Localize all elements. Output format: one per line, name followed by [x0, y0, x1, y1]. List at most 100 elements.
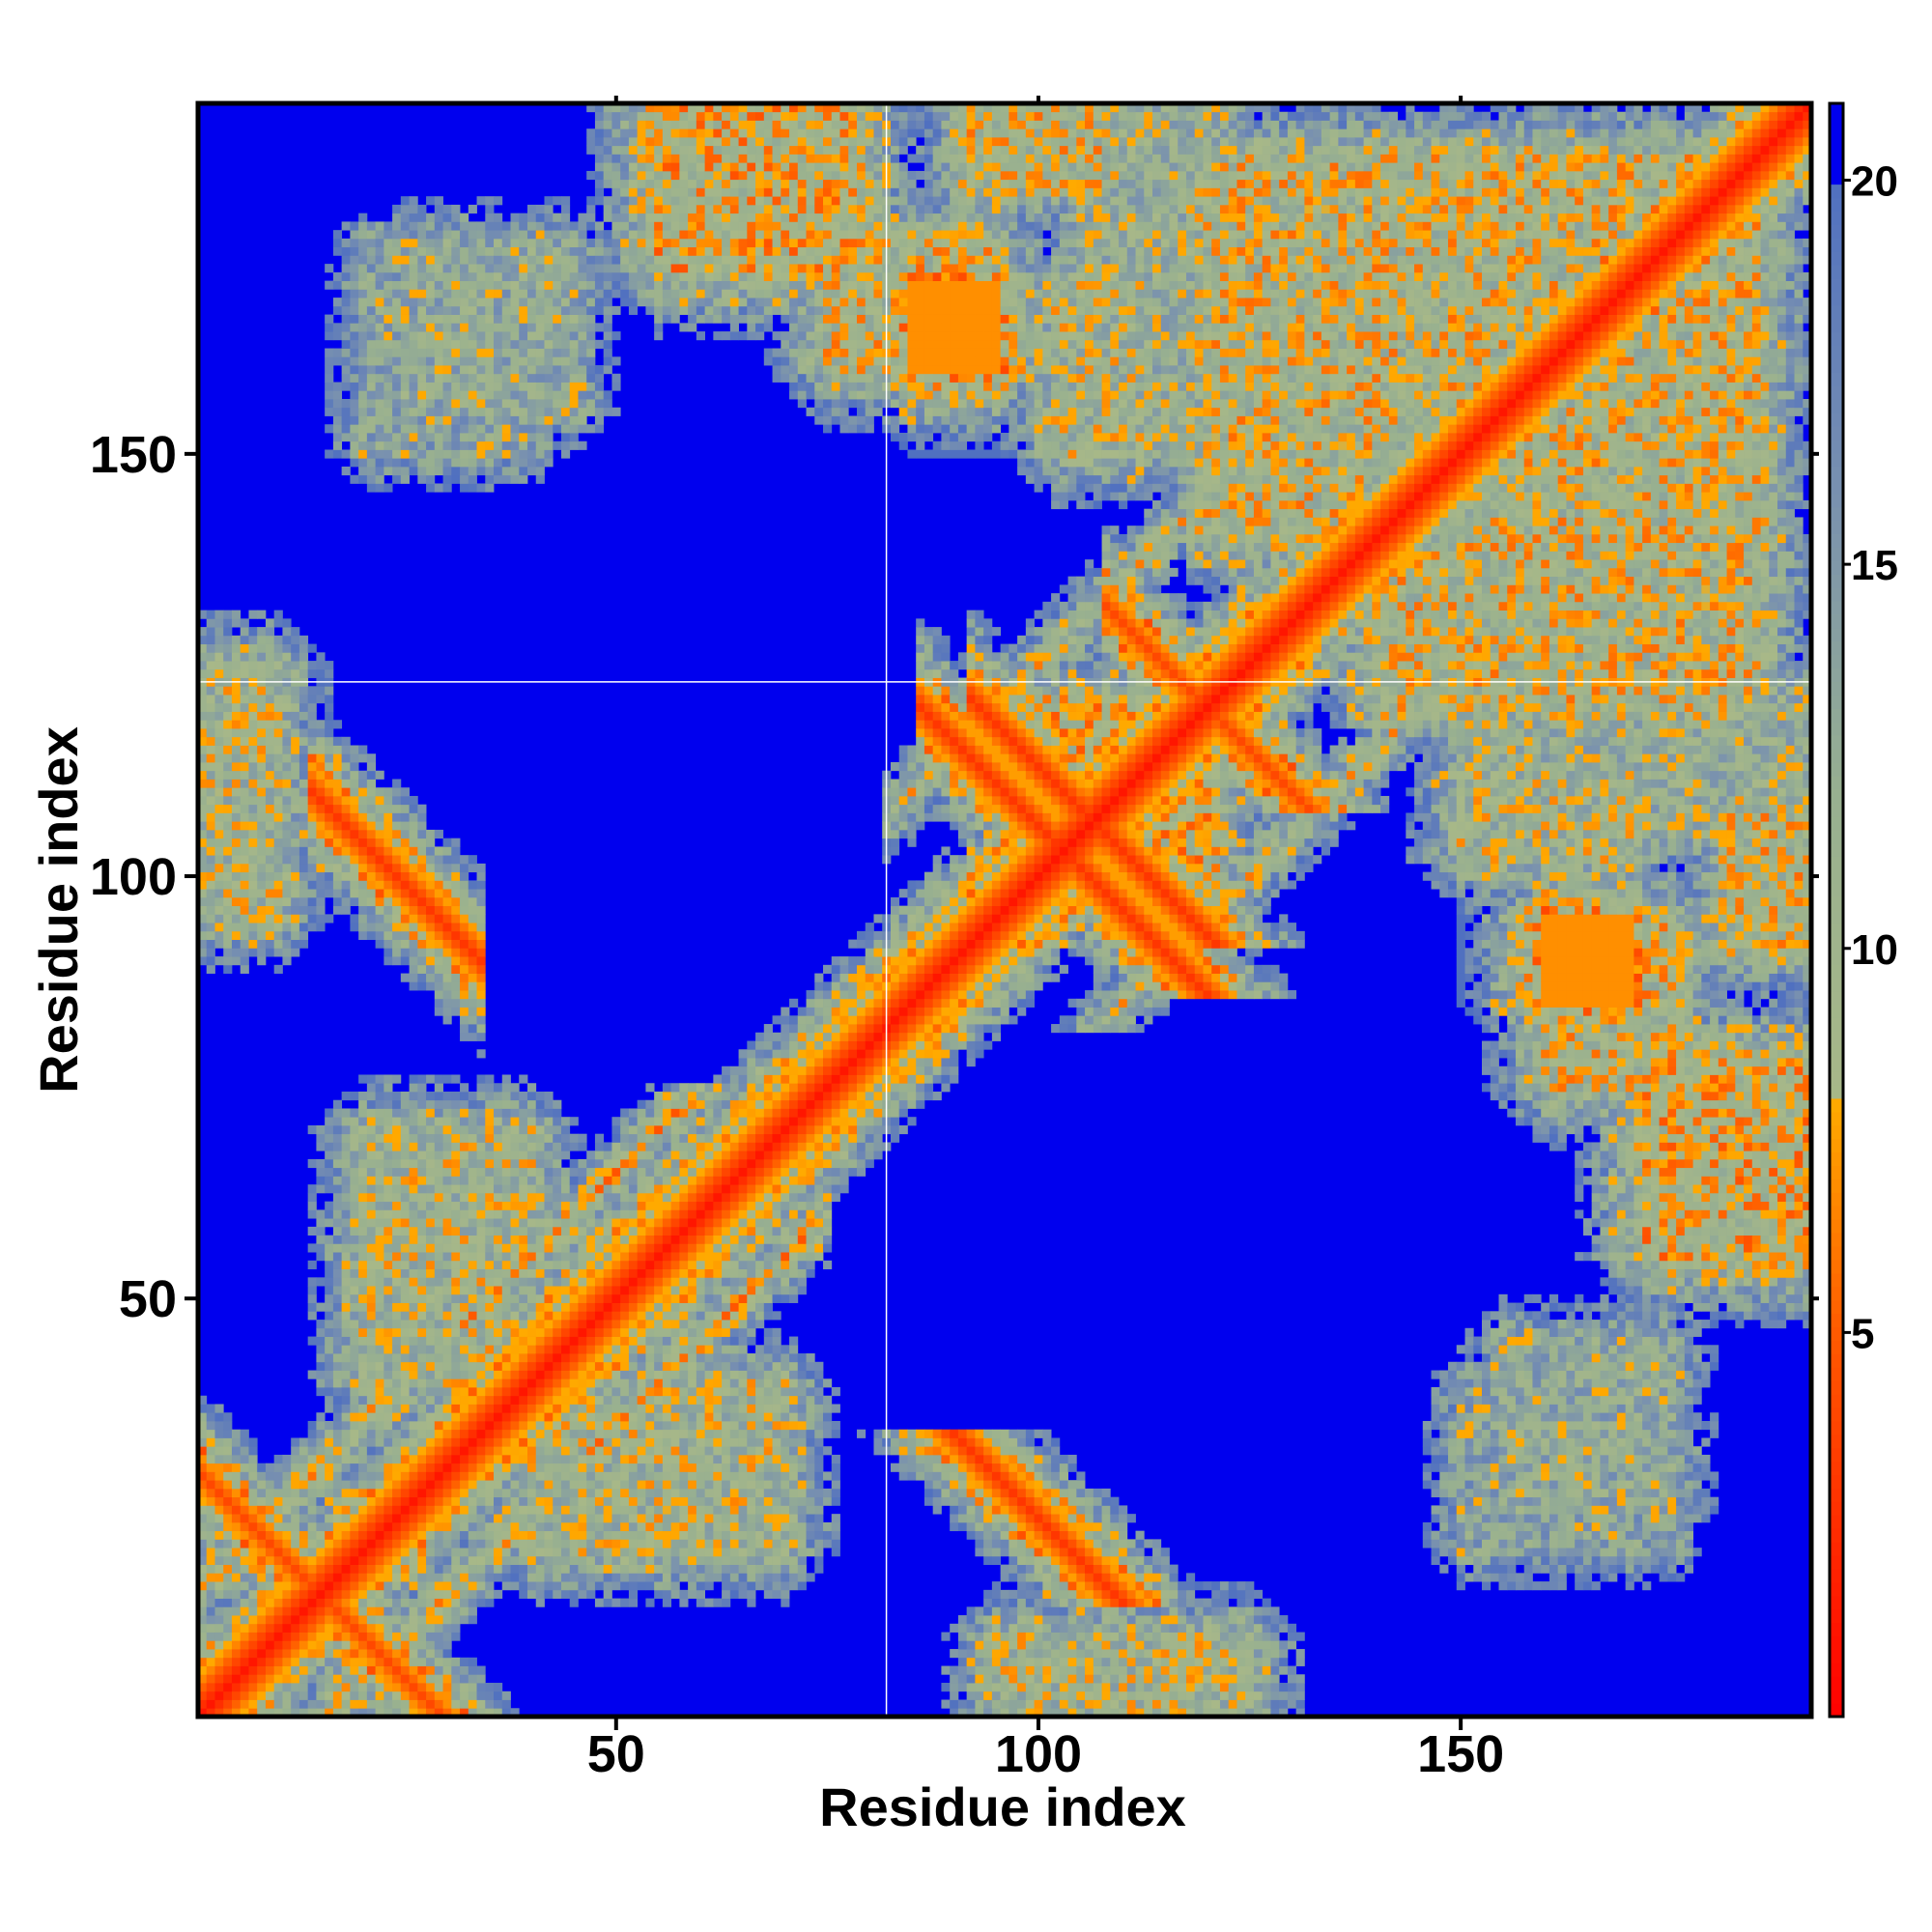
heatmap-cell — [367, 1337, 376, 1346]
heatmap-cell — [604, 1480, 612, 1489]
heatmap-cell — [342, 897, 351, 906]
heatmap-cell — [214, 1590, 223, 1599]
heatmap-cell — [299, 812, 308, 821]
heatmap-cell — [527, 1294, 536, 1303]
heatmap-cell — [536, 315, 545, 324]
heatmap-cell — [443, 1227, 452, 1236]
heatmap-cell — [401, 1412, 410, 1421]
heatmap-cell — [451, 1700, 460, 1709]
heatmap-cell — [248, 1700, 257, 1709]
heatmap-cell — [384, 1328, 392, 1337]
heatmap-cell — [376, 281, 384, 290]
heatmap-cell — [308, 1294, 317, 1303]
heatmap-cell — [611, 1421, 620, 1430]
heatmap-cell — [333, 1227, 342, 1236]
heatmap-cell — [586, 1430, 595, 1438]
heatmap-cell — [451, 356, 460, 365]
heatmap-cell — [527, 230, 536, 239]
heatmap-cell — [426, 467, 435, 475]
heatmap-cell — [223, 1606, 232, 1615]
heatmap-cell — [384, 846, 392, 855]
heatmap-cell — [384, 1261, 392, 1269]
heatmap-cell — [527, 1539, 536, 1548]
heatmap-cell — [376, 255, 384, 264]
heatmap-cell — [519, 1446, 527, 1455]
heatmap-cell — [401, 449, 410, 458]
heatmap-cell — [494, 1184, 502, 1193]
heatmap-cell — [282, 1674, 291, 1683]
heatmap-cell — [350, 746, 358, 754]
heatmap-cell — [241, 965, 249, 974]
heatmap-cell — [451, 1691, 460, 1700]
heatmap-cell — [316, 1371, 325, 1379]
heatmap-cell — [214, 1633, 223, 1641]
heatmap-cell — [451, 956, 460, 965]
heatmap-cell — [410, 1209, 418, 1218]
heatmap-cell — [358, 1209, 367, 1218]
heatmap-cell — [342, 1353, 351, 1362]
heatmap-cell — [401, 281, 410, 290]
heatmap-cell — [494, 1489, 502, 1497]
heatmap-cell — [553, 1184, 561, 1193]
heatmap-cell — [595, 264, 604, 272]
heatmap-cell — [282, 931, 291, 940]
heatmap-cell — [392, 1134, 401, 1143]
heatmap-cell — [477, 1463, 486, 1472]
heatmap-cell — [384, 1227, 392, 1236]
heatmap-cell — [401, 1666, 410, 1675]
heatmap-cell — [469, 247, 477, 256]
heatmap-cell — [502, 416, 511, 425]
heatmap-cell — [214, 1539, 223, 1548]
heatmap-cell — [342, 449, 351, 458]
heatmap-cell — [333, 1599, 342, 1607]
heatmap-cell — [570, 239, 579, 247]
heatmap-cell — [477, 981, 486, 990]
heatmap-cell — [527, 1184, 536, 1193]
heatmap-cell — [443, 1548, 452, 1556]
heatmap-cell — [536, 1218, 545, 1227]
heatmap-cell — [333, 812, 342, 821]
heatmap-cell — [207, 636, 215, 644]
heatmap-cell — [460, 1193, 469, 1202]
heatmap-cell — [460, 1320, 469, 1328]
heatmap-cell — [401, 1286, 410, 1294]
heatmap-cell — [358, 1125, 367, 1134]
heatmap-cell — [248, 1497, 257, 1506]
heatmap-cell — [241, 1548, 249, 1556]
heatmap-cell — [469, 1286, 477, 1294]
heatmap-cell — [435, 1404, 443, 1412]
heatmap-cell — [417, 889, 426, 897]
heatmap-cell — [384, 331, 392, 340]
heatmap-cell — [451, 1421, 460, 1430]
heatmap-cell — [248, 846, 257, 855]
heatmap-cell — [611, 306, 620, 315]
heatmap-cell — [392, 1505, 401, 1514]
heatmap-cell — [460, 1024, 469, 1033]
heatmap-cell — [392, 374, 401, 383]
heatmap-cell — [451, 1092, 460, 1100]
heatmap-cell — [511, 1269, 520, 1278]
heatmap-cell — [502, 255, 511, 264]
heatmap-cell — [308, 1599, 317, 1607]
heatmap-cell — [282, 1573, 291, 1581]
heatmap-cell — [367, 1362, 376, 1371]
heatmap-cell — [502, 289, 511, 298]
heatmap-cell — [367, 1548, 376, 1556]
heatmap-cell — [578, 441, 586, 450]
heatmap-cell — [367, 1294, 376, 1303]
heatmap-cell — [367, 1261, 376, 1269]
heatmap-cell — [595, 1286, 604, 1294]
heatmap-cell — [401, 1303, 410, 1312]
heatmap-cell — [536, 1286, 545, 1294]
heatmap-cell — [350, 864, 358, 872]
heatmap-cell — [620, 1531, 629, 1540]
heatmap-cell — [223, 931, 232, 940]
heatmap-cell — [333, 1294, 342, 1303]
heatmap-cell — [299, 746, 308, 754]
heatmap-cell — [417, 1108, 426, 1117]
heatmap-cell — [274, 1505, 283, 1514]
heatmap-cell — [384, 1446, 392, 1455]
heatmap-cell — [316, 830, 325, 838]
heatmap-cell — [392, 1430, 401, 1438]
heatmap-cell — [443, 906, 452, 915]
